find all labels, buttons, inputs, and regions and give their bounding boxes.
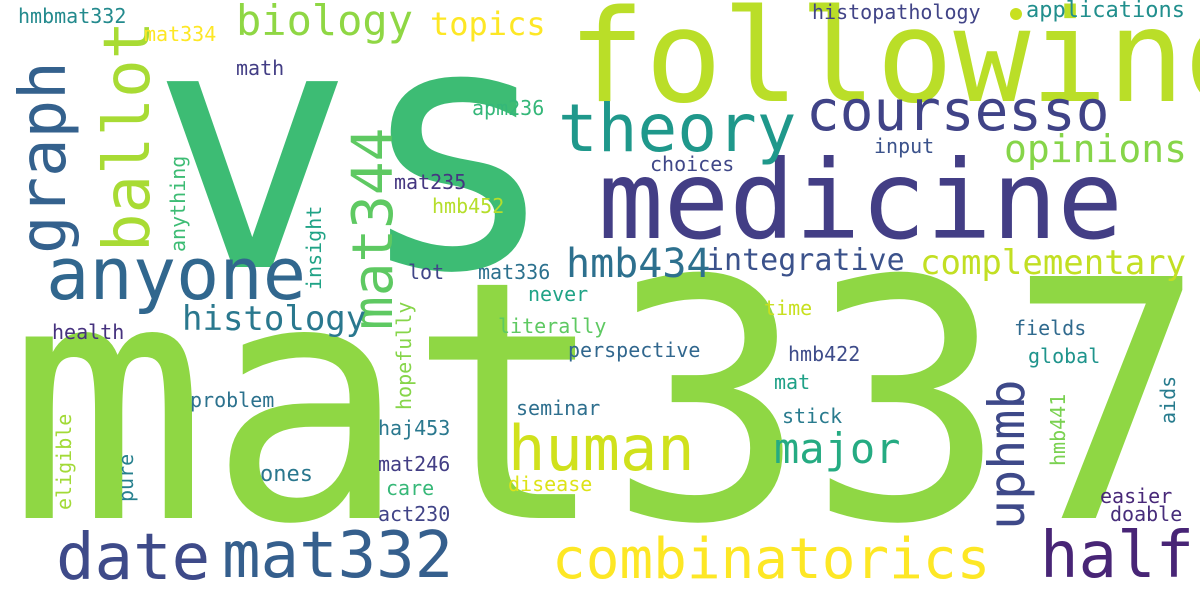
word-date: date: [56, 521, 211, 595]
word-half: half: [1040, 519, 1195, 593]
word-never: never: [528, 282, 589, 306]
word-mat337: mat337: [8, 211, 1200, 597]
word-hmb422: hmb422: [788, 342, 861, 366]
word-anyone: anyone: [46, 232, 307, 316]
word-input: input: [874, 134, 935, 158]
word-seminar: seminar: [516, 396, 601, 420]
word-mat235: mat235: [394, 170, 467, 194]
word-doable: doable: [1110, 502, 1183, 526]
word-vs: vs: [150, 0, 560, 348]
word-ballot: ballot: [91, 20, 165, 252]
word-insight: insight: [302, 205, 326, 290]
decorative-dot: [1010, 8, 1022, 20]
word-graph: graph: [7, 61, 81, 254]
word-literally: literally: [498, 314, 607, 338]
word-apm236: apm236: [472, 96, 545, 120]
word-mat332: mat332: [222, 519, 454, 593]
word-following: following: [568, 0, 1200, 132]
word-hopefully: hopefully: [392, 301, 416, 410]
word-mat336: mat336: [478, 260, 551, 284]
word-lot: lot: [408, 260, 445, 284]
word-eligible: eligible: [52, 413, 76, 510]
word-mat: mat: [774, 370, 811, 394]
word-hmbmat332: hmbmat332: [18, 4, 127, 28]
word-biology: biology: [236, 0, 414, 45]
word-disease: disease: [508, 472, 593, 496]
word-stick: stick: [782, 404, 843, 428]
word-integrative: integrative: [706, 243, 905, 278]
word-opinions: opinions: [1004, 127, 1188, 171]
word-fields: fields: [1014, 316, 1087, 340]
word-coursesso: coursesso: [806, 79, 1110, 144]
word-pure: pure: [114, 453, 138, 502]
word-mat334: mat334: [144, 22, 217, 46]
word-act230: act230: [378, 502, 451, 526]
word-histopathology: histopathology: [812, 0, 981, 24]
word-haj453: haj453: [378, 416, 451, 440]
word-major: major: [774, 424, 901, 473]
word-health: health: [52, 320, 125, 344]
word-human: human: [508, 412, 695, 485]
word-combinatorics: combinatorics: [552, 527, 991, 592]
word-aids: aids: [1156, 375, 1180, 424]
word-hmb441: hmb441: [1046, 393, 1070, 466]
word-problem: problem: [190, 388, 275, 412]
word-complementary: complementary: [920, 243, 1187, 283]
word-hmb452: hmb452: [432, 194, 505, 218]
word-time: time: [764, 296, 813, 320]
word-applications: applications: [1026, 0, 1185, 23]
word-topics: topics: [430, 5, 546, 43]
word-choices: choices: [650, 152, 735, 176]
word-math: math: [236, 56, 285, 80]
word-anything: anything: [166, 155, 190, 252]
word-perspective: perspective: [568, 338, 701, 362]
word-easier: easier: [1100, 484, 1173, 508]
word-histology: histology: [182, 299, 367, 339]
word-medicine: medicine: [598, 137, 1123, 264]
word-ones: ones: [260, 462, 313, 487]
word-uphmb: uphmb: [978, 379, 1036, 530]
word-hmb434: hmb434: [566, 241, 711, 287]
word-global: global: [1028, 344, 1101, 368]
word-theory: theory: [558, 90, 797, 167]
word-care: care: [386, 476, 435, 500]
word-mat246: mat246: [378, 452, 451, 476]
